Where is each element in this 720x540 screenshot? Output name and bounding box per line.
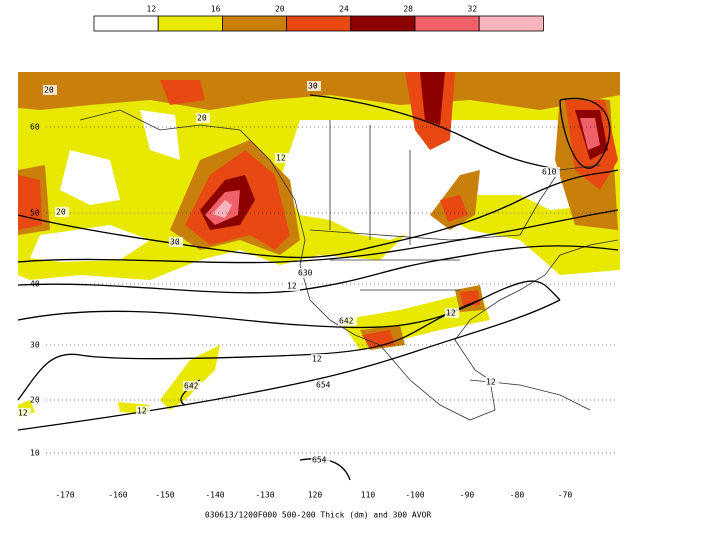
legend: 12 16 20 24 28 32 [93,5,544,32]
legend-label: 32 [468,5,478,14]
contour-label-bg [17,408,31,418]
lon-label: -170 [55,491,74,500]
legend-swatch [221,15,287,32]
contour-label-bg [311,455,330,465]
contour-label-bg [315,380,334,390]
contour-label: 30 [308,82,318,91]
contour-label: 30 [170,238,180,247]
legend-swatch [414,15,480,32]
lat-label: 10 [30,449,40,458]
contour-label-bg [55,207,69,217]
contour-label: 12 [287,282,297,291]
contour-label-bg [286,281,300,291]
legend-swatch [478,15,544,32]
contour-label-bg [311,354,325,364]
contour-label: 642 [184,382,199,391]
lon-label: -150 [155,491,174,500]
contour-label-bg [297,268,316,278]
white-gaps [30,110,610,262]
contour-label: 20 [44,86,54,95]
legend-swatch [350,15,416,32]
legend-label: 28 [403,5,413,14]
contour-label: 12 [446,309,456,318]
lat-label: 60 [30,123,40,132]
contour-label-bg [169,237,183,247]
contour-label: 654 [316,381,331,390]
contour-label-bg [183,381,202,391]
legend-swatch [286,15,352,32]
lat-label: 50 [30,209,40,218]
contours [17,94,619,481]
map-field [17,72,620,502]
contour-label-bg [485,377,499,387]
contour-label: 12 [18,409,28,418]
legend-swatch [93,15,159,32]
contour-label: 610 [542,168,557,177]
contour-label-bg [445,308,459,318]
legend-swatch [157,15,223,32]
legend-label: 20 [275,5,285,14]
contour-label: 20 [56,208,66,217]
contour-label: 12 [276,154,286,163]
contour-label: 12 [486,378,496,387]
contour-label: 642 [339,317,354,326]
contour-label: 20 [197,114,207,123]
labels: 60 50 40 30 20 10 -170 -160 -150 -140 -130 120 110 -1… [17,81,572,500]
contour-label-bg [541,167,560,177]
caption: 030613/1200F000 500-200 Thick (dm) and 3… [205,511,432,520]
lon-label: -90 [460,491,475,500]
contour-label-bg [307,81,321,91]
lat-lines [46,126,618,454]
legend-label: 12 [147,5,157,14]
contour-label-bg [43,85,57,95]
contour-label-bg [275,153,289,163]
zone-36 [212,200,232,218]
contour-label-bg [196,113,210,123]
legend-label: 24 [339,5,349,14]
coastlines [79,109,619,421]
contour-label: 654 [312,456,327,465]
lon-label: -140 [205,491,224,500]
contour-label-bg [338,316,357,326]
lat-label: 20 [30,396,40,405]
contour-label: 630 [298,269,313,278]
contour-label-bg [136,406,150,416]
lon-label: 110 [361,491,376,500]
contour-label: 12 [312,355,322,364]
contour-label: 12 [137,407,147,416]
lon-label: -160 [108,491,127,500]
lon-label: -80 [510,491,525,500]
lon-label: -130 [255,491,274,500]
legend-label: 16 [211,5,221,14]
lat-label: 30 [30,341,40,350]
lat-label: 40 [30,280,40,289]
lon-label: -100 [405,491,424,500]
lon-label: 120 [308,491,323,500]
lon-label: -70 [558,491,573,500]
